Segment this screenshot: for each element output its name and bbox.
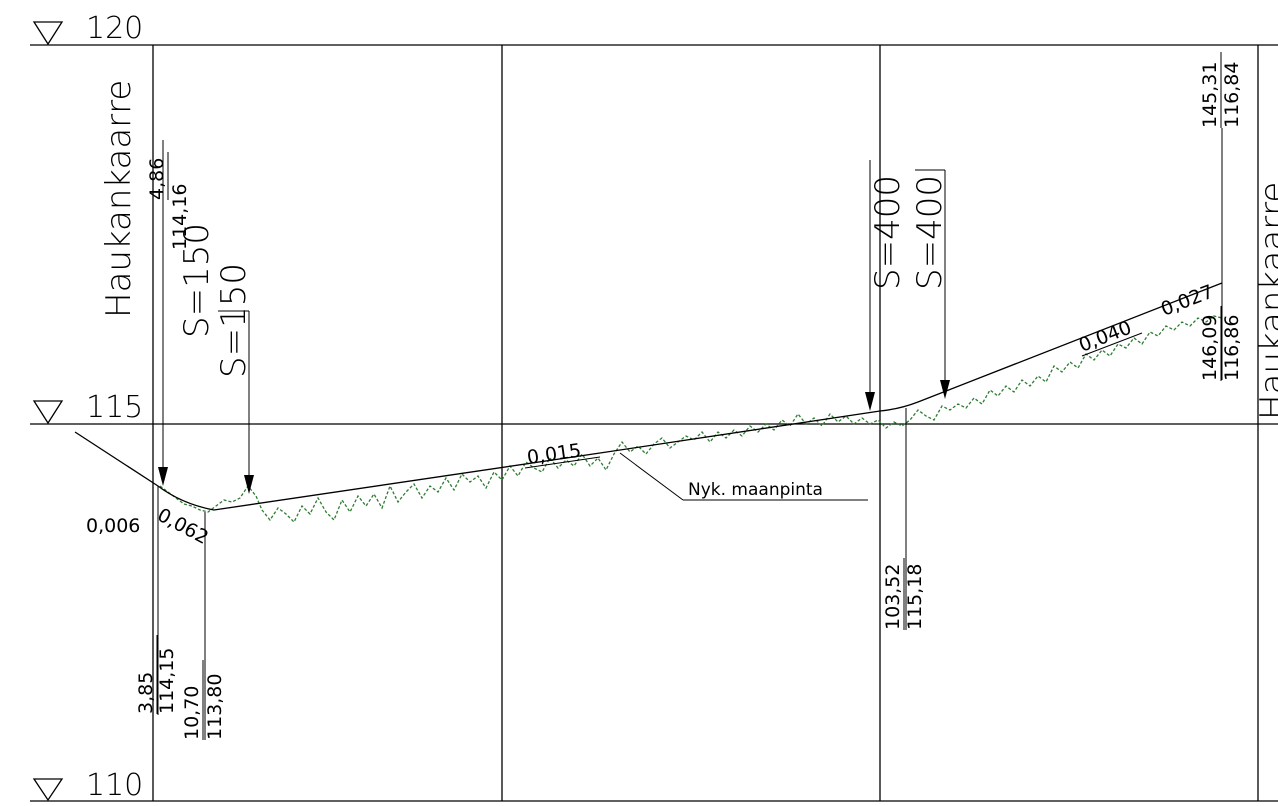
arrow-down-icon	[940, 380, 950, 399]
road-name-left: Haukankaarre	[99, 80, 139, 318]
arrow-down-icon	[865, 392, 875, 411]
level-label-120: 120	[86, 11, 143, 46]
station-p1-bottom: 114,16	[169, 184, 191, 250]
ground-label-leader	[619, 452, 684, 501]
level-triangle-icon	[32, 400, 64, 425]
slope-label-a: 0,006	[86, 515, 140, 537]
level-triangle-icon	[32, 778, 64, 802]
station-p3-bottom: 113,80	[204, 674, 226, 740]
design-profile-line	[74, 282, 1223, 511]
existing-ground-line	[159, 315, 1223, 524]
curve-arrow-s150-a	[158, 140, 168, 486]
station-p5-bottom: 116,86	[1221, 315, 1243, 381]
ground-label: Nyk. maanpinta	[688, 480, 823, 500]
station-p2-top: 3,85	[135, 672, 157, 714]
slope-label-c: 0,015	[526, 440, 583, 469]
curve-arrow-s150-b	[218, 310, 254, 494]
level-marker-120: 120	[32, 11, 143, 46]
curve-label-s400-a: S=400	[868, 175, 908, 290]
station-p5-top: 146,09	[1199, 315, 1221, 381]
level-label-115: 115	[86, 390, 143, 425]
station-p4-bottom: 115,18	[904, 564, 926, 630]
level-marker-115: 115	[32, 390, 143, 425]
curve-label-s150-b: S=150	[214, 263, 254, 378]
road-name-right: Haukankaarre	[1253, 182, 1278, 420]
curve-arrow-s400-b	[915, 169, 950, 399]
station-p1-top: 4,86	[146, 158, 168, 200]
curve-label-s150-a: S=150	[177, 223, 217, 338]
station-p6-bottom: 116,84	[1221, 62, 1243, 128]
curve-arrow-s400-a	[865, 160, 875, 411]
arrow-down-icon	[158, 467, 168, 486]
slope-label-d: 0,040	[1076, 317, 1135, 357]
station-p6-top: 145,31	[1199, 62, 1221, 128]
level-label-110: 110	[86, 768, 143, 803]
station-p2-bottom: 114,15	[156, 648, 178, 714]
slope-label-d-underline	[1081, 332, 1143, 357]
station-p3-top: 10,70	[181, 686, 203, 740]
curve-label-s400-b: S=400	[910, 175, 950, 290]
arrow-down-icon	[244, 475, 254, 494]
level-marker-110: 110	[32, 768, 143, 803]
slope-label-c-underline	[524, 456, 601, 469]
station-p4-top: 103,52	[882, 564, 904, 630]
level-triangle-icon	[32, 21, 64, 46]
